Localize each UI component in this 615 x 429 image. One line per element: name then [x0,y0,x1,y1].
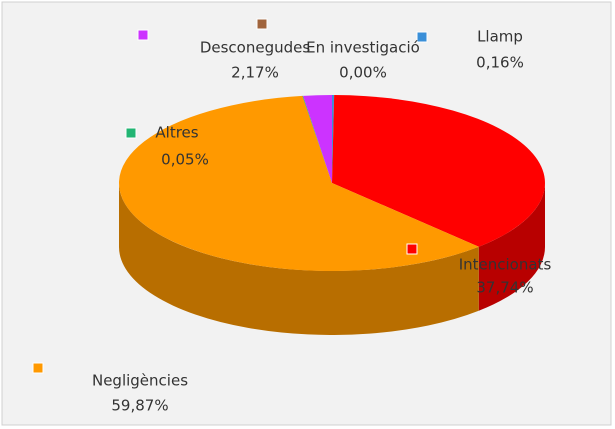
slice-label: Altres [155,124,198,142]
value-label: 2,17% [231,64,279,82]
value-label: 0,16% [476,54,524,72]
value-label: 59,87% [111,397,168,415]
value-label: 0,05% [161,151,209,169]
legend-marker [137,29,149,41]
legend-marker [256,18,268,30]
slice [332,95,335,183]
value-label: 37,74% [476,279,533,297]
slice-label: En investigació [306,39,420,57]
legend-marker [125,127,137,139]
slice-label: Llamp [477,28,523,46]
slice-label: Desconegudes [200,39,311,57]
legend-marker [32,362,44,374]
slice-side [478,183,545,311]
slice-label: Negligències [92,372,188,390]
slice-side [119,183,479,335]
slice-label: Intencionats [459,256,552,274]
slice [303,95,332,183]
slice [302,95,332,183]
slice [332,95,546,247]
value-label: 0,00% [339,64,387,82]
legend-marker [416,31,428,43]
slice [119,95,479,272]
legend-marker [406,243,418,255]
